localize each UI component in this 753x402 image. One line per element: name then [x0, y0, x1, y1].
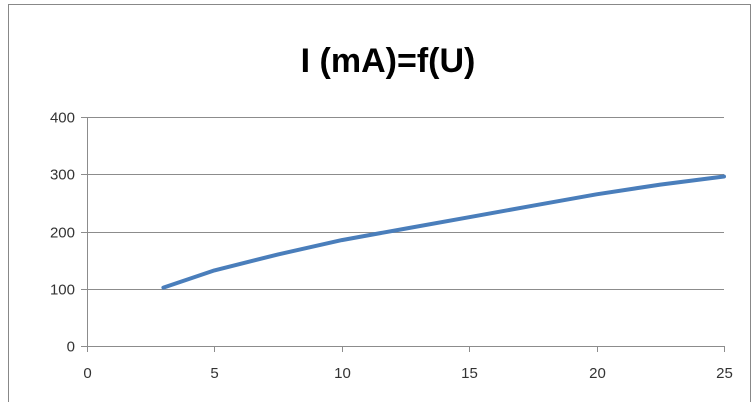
x-tick-label: 25	[716, 365, 733, 382]
y-axis-ticks: 0 100 200 300 400	[50, 110, 87, 356]
series-layer	[161, 174, 726, 290]
y-tick-label: 400	[50, 110, 75, 127]
y-tick-label: 100	[50, 282, 75, 299]
x-tick-label: 15	[461, 365, 478, 382]
x-tick-label: 0	[83, 365, 91, 382]
axes	[81, 117, 724, 352]
chart-title: I (mA)=f(U)	[301, 42, 476, 80]
chart-frame	[8, 4, 751, 402]
gridlines	[87, 117, 724, 290]
series-line	[161, 174, 726, 290]
y-tick-label: 0	[67, 339, 75, 356]
x-axis-ticks: 0 5 10 15 20 25	[83, 346, 733, 382]
x-tick-label: 10	[334, 365, 351, 382]
x-tick-label: 5	[210, 365, 218, 382]
x-tick-label: 20	[589, 365, 606, 382]
y-tick-label: 200	[50, 225, 75, 242]
y-tick-label: 300	[50, 167, 75, 184]
